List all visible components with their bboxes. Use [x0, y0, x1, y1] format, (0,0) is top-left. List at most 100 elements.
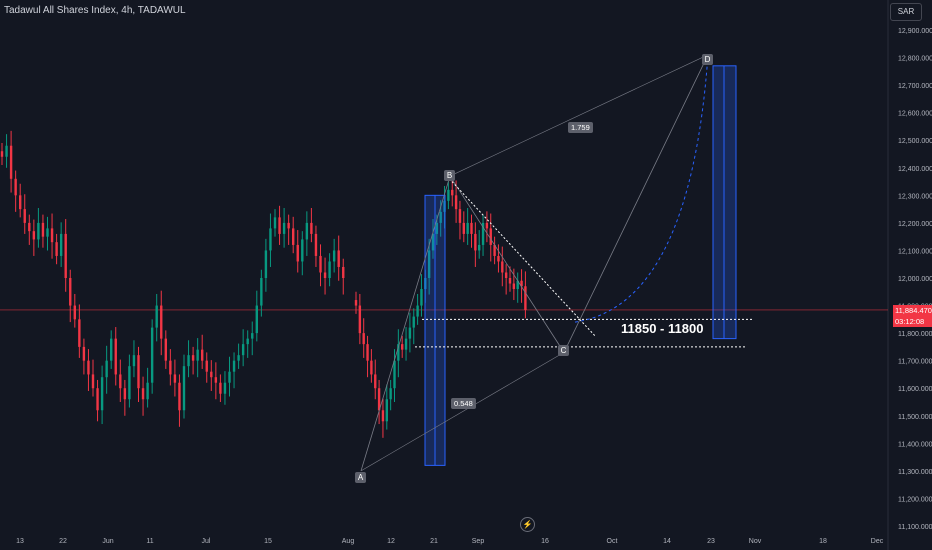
candle-body: [385, 399, 388, 422]
candle-body: [164, 338, 167, 361]
candle-body: [381, 410, 385, 422]
x-tick-label: 18: [819, 538, 827, 545]
x-tick-label: Jun: [102, 538, 113, 545]
lightning-icon[interactable]: ⚡: [520, 517, 535, 532]
bar-countdown: 03:12:08: [895, 317, 925, 326]
currency-button[interactable]: SAR: [890, 3, 922, 21]
candle-body: [454, 195, 458, 210]
candle-body: [466, 222, 469, 234]
candle-body: [524, 286, 527, 310]
ac-connector: [360, 352, 565, 472]
candle-body: [219, 382, 222, 394]
target-zone-label: 11850 - 11800: [621, 321, 704, 336]
candle-body: [105, 360, 108, 378]
candle-body: [497, 255, 500, 262]
candle-body: [292, 228, 295, 245]
candle-body: [246, 338, 249, 345]
candle-body: [69, 278, 72, 306]
candle-body: [110, 338, 113, 361]
candle-body: [9, 145, 13, 179]
pattern-point-d[interactable]: D: [702, 54, 713, 65]
candle-body: [137, 355, 140, 389]
candle-body: [59, 233, 63, 256]
candle-body: [32, 231, 36, 240]
candle-body: [82, 346, 86, 361]
y-tick-label: 11,200.000: [898, 496, 932, 503]
candle-body: [232, 360, 236, 372]
x-tick-label: 12: [387, 538, 395, 545]
candle-body: [420, 289, 423, 306]
candle-body: [128, 366, 131, 400]
candle-body: [96, 388, 99, 411]
candle-body: [37, 222, 40, 240]
y-tick-label: 11,500.000: [898, 414, 932, 421]
downtrend-line: [451, 181, 596, 337]
candle-body: [19, 195, 22, 210]
candle-body: [64, 233, 67, 278]
pattern-point-b[interactable]: B: [444, 170, 455, 181]
candle-body: [401, 344, 404, 350]
x-tick-label: Nov: [749, 538, 762, 545]
candle-body: [150, 327, 154, 383]
x-tick-label: 14: [663, 538, 671, 545]
candle-body: [470, 222, 473, 234]
x-tick-label: Oct: [607, 538, 618, 545]
candle-body: [173, 374, 177, 383]
candle-body: [214, 377, 218, 383]
abcd-pattern-path: [360, 54, 709, 472]
candle-body: [205, 360, 208, 372]
candle-body: [416, 305, 419, 317]
candle-body: [160, 305, 163, 339]
candle-body: [427, 250, 431, 278]
candle-body: [210, 371, 213, 378]
candle-body: [123, 388, 127, 400]
ratio-label-ac: 0.548: [451, 398, 476, 409]
y-tick-label: 11,800.000: [898, 331, 932, 338]
candle-body: [462, 222, 465, 234]
candle-body: [328, 261, 331, 278]
candle-body: [310, 222, 313, 234]
y-tick-label: 12,600.000: [898, 111, 932, 118]
candle-body: [332, 250, 336, 262]
x-tick-label: 16: [541, 538, 549, 545]
x-tick-label: Sep: [472, 538, 485, 545]
candle-body: [301, 239, 304, 262]
candle-body: [201, 349, 204, 361]
x-tick-label: 15: [264, 538, 272, 545]
candle-body: [282, 222, 286, 234]
x-tick-label: Aug: [342, 538, 355, 545]
candle-body: [0, 151, 4, 157]
y-tick-label: 11,300.000: [898, 469, 932, 476]
candle-body: [73, 305, 76, 320]
x-tick-label: 13: [16, 538, 24, 545]
candle-body: [287, 222, 290, 229]
candle-body: [397, 344, 400, 361]
candle-body: [191, 355, 195, 361]
candle-body: [223, 382, 227, 394]
candle-body: [366, 344, 369, 361]
y-tick-label: 11,700.000: [898, 359, 932, 366]
candle-body: [412, 316, 415, 328]
x-tick-label: 23: [707, 538, 715, 545]
candle-body: [182, 366, 186, 411]
x-tick-label: 21: [430, 538, 438, 545]
candle-body: [296, 244, 299, 262]
candle-body: [114, 338, 117, 375]
candle-body: [228, 371, 231, 383]
y-tick-label: 12,000.000: [898, 276, 932, 283]
candle-body: [132, 355, 136, 367]
pattern-point-c[interactable]: C: [558, 345, 569, 356]
candle-body: [155, 305, 158, 328]
candle-body: [458, 209, 462, 223]
candle-body: [187, 355, 190, 367]
candle-body: [237, 355, 240, 361]
x-tick-label: Jul: [202, 538, 211, 545]
pattern-point-a[interactable]: A: [355, 472, 366, 483]
candle-body: [196, 349, 199, 361]
candle-body: [23, 209, 26, 223]
candle-body: [146, 382, 149, 400]
candle-body: [431, 233, 435, 251]
x-tick-label: 22: [59, 538, 67, 545]
projected-path-curve: [574, 54, 709, 323]
